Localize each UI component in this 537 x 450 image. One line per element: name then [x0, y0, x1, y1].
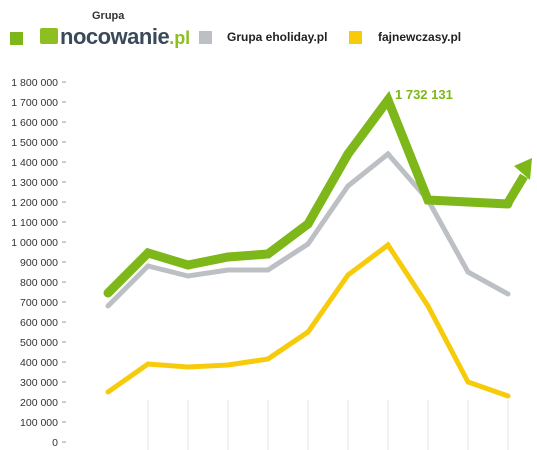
nocowanie-logo: nocowanie.pl — [60, 24, 190, 50]
data-point-nocowanie — [423, 195, 433, 205]
logo-tld-text: .pl — [169, 28, 191, 48]
logo-main-text: nocowanie — [60, 24, 170, 49]
y-tick-label: 900 000 — [20, 257, 58, 269]
series-line-fajne — [106, 241, 509, 399]
trend-arrow-shaft — [502, 173, 528, 209]
peak-annotation: 1 732 131 — [395, 87, 453, 102]
house-icon — [40, 28, 58, 44]
data-point-eholiday — [225, 267, 231, 273]
data-point-nocowanie — [463, 197, 473, 207]
data-point-nocowanie — [183, 260, 193, 270]
data-point-fajne — [345, 272, 351, 278]
data-point-nocowanie — [303, 219, 313, 229]
legend-swatch-eholiday — [199, 31, 212, 44]
y-tick-label: 700 000 — [20, 297, 58, 309]
data-point-fajne — [465, 379, 471, 385]
data-point-eholiday — [305, 241, 311, 247]
grid — [147, 400, 509, 450]
data-point-fajne — [105, 389, 111, 395]
legend-label-eholiday: Grupa eholiday.pl — [227, 30, 328, 44]
legend-swatch-nocowanie — [10, 32, 23, 45]
data-point-eholiday — [465, 269, 471, 275]
y-tick-label: 1 300 000 — [11, 177, 58, 189]
legend-swatch-fajne — [349, 31, 362, 44]
y-tick-label: 500 000 — [20, 337, 58, 349]
data-point-fajne — [225, 362, 231, 368]
y-tick-label: 1 500 000 — [11, 137, 58, 149]
y-tick-label: 400 000 — [20, 357, 58, 369]
data-point-eholiday — [145, 263, 151, 269]
data-point-nocowanie — [263, 249, 273, 259]
data-point-fajne — [185, 364, 191, 370]
y-tick-label: 800 000 — [20, 277, 58, 289]
data-point-fajne — [305, 329, 311, 335]
data-point-fajne — [425, 303, 431, 309]
data-point-nocowanie — [383, 95, 393, 105]
y-tick-label: 1 000 000 — [11, 237, 58, 249]
legend-label-fajne: fajnewczasy.pl — [378, 30, 462, 44]
data-point-eholiday — [505, 291, 511, 297]
y-tick-label: 1 100 000 — [11, 217, 58, 229]
trend-arrow-head — [514, 158, 532, 180]
y-tick-label: 1 200 000 — [11, 197, 58, 209]
data-point-eholiday — [385, 151, 391, 157]
data-point-fajne — [265, 356, 271, 362]
data-point-eholiday — [185, 273, 191, 279]
data-point-nocowanie — [103, 288, 113, 298]
data-point-nocowanie — [143, 248, 153, 258]
y-tick-label: 1 800 000 — [11, 77, 58, 89]
y-tick-label: 600 000 — [20, 317, 58, 329]
data-point-eholiday — [345, 183, 351, 189]
series-line-nocowanie — [104, 90, 509, 297]
data-point-nocowanie — [343, 149, 353, 159]
y-tick-label: 1 400 000 — [11, 157, 58, 169]
y-tick-label: 100 000 — [20, 417, 58, 429]
y-tick-label: 1 700 000 — [11, 97, 58, 109]
data-point-fajne — [385, 242, 391, 248]
y-axis: 0 100 000 200 000 300 000 400 000 500 000 600 … — [11, 77, 66, 449]
series-line-eholiday — [106, 150, 510, 308]
data-point-eholiday — [105, 303, 111, 309]
legend-brand-top-label: Grupa — [92, 10, 125, 22]
y-tick-label: 0 — [52, 437, 58, 449]
y-tick-label: 1 600 000 — [11, 117, 58, 129]
data-point-fajne — [145, 361, 151, 367]
series-group — [103, 90, 532, 399]
y-tick-label: 300 000 — [20, 377, 58, 389]
data-point-fajne — [505, 393, 511, 399]
legend: Grupa nocowanie.pl Grupa eholiday.pl faj… — [0, 0, 537, 60]
y-tick-label: 200 000 — [20, 397, 58, 409]
data-point-nocowanie — [223, 252, 233, 262]
data-point-eholiday — [265, 267, 271, 273]
